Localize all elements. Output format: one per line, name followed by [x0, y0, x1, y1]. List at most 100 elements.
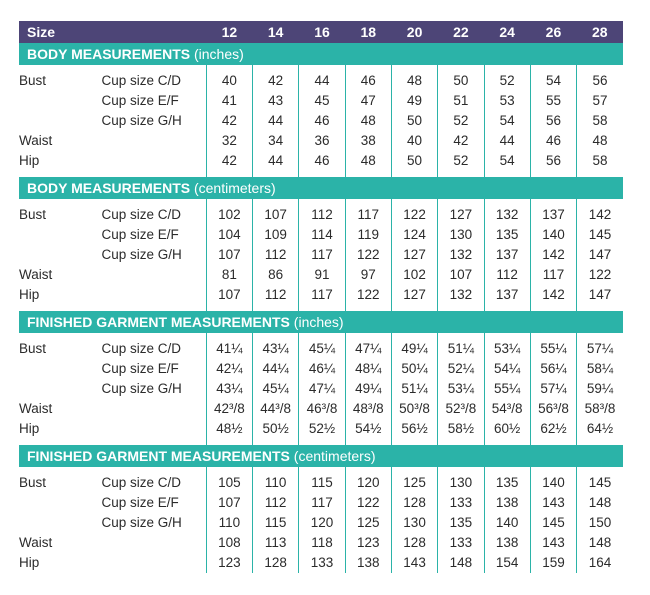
- cup-size-label: Cup size C/D: [101, 475, 182, 490]
- spacer-row: [19, 333, 623, 339]
- measurement-value: 143: [529, 493, 577, 513]
- measurement-value: 130: [437, 473, 485, 493]
- measurement-value: 46³/8: [298, 399, 346, 419]
- measurement-value: 108: [205, 533, 253, 553]
- cup-size-label: Cup size C/D: [101, 73, 182, 88]
- measurement-value: 44: [252, 111, 299, 131]
- section-title-unit: (inches): [293, 314, 344, 330]
- cup-size-label: Cup size G/H: [101, 113, 182, 128]
- measurement-value: 120: [298, 513, 346, 533]
- measurement-value: 48¼: [344, 359, 392, 379]
- measurement-value: 44: [252, 151, 299, 171]
- measurement-value: 57: [576, 91, 623, 111]
- measurement-value: 43¼: [252, 339, 299, 359]
- measurement-value: 122: [390, 205, 438, 225]
- measurement-value: 133: [298, 553, 346, 573]
- measurement-value: 107: [205, 493, 253, 513]
- measurement-value: 137: [483, 285, 531, 305]
- measurement-value: 102: [205, 205, 253, 225]
- measurement-row: Waist 42³/8 44³/8 46³/8 48³/8 50³/8 52³/8 54³/8…: [19, 399, 623, 419]
- spacer-row: [19, 199, 623, 205]
- section-title-unit: (centimeters): [293, 448, 376, 464]
- measurement-row: Cup size E/F 41 43 45 47 49 51 53 55 57: [19, 91, 623, 111]
- measurement-value: 127: [390, 285, 438, 305]
- measurement-value: 52: [437, 111, 485, 131]
- measurement-value: 143: [390, 553, 438, 573]
- cup-size-label: Cup size G/H: [101, 515, 182, 530]
- measurement-value: 58½: [437, 419, 485, 439]
- section-title: BODY MEASUREMENTS (centimeters): [19, 177, 623, 199]
- measurement-value: 112: [252, 245, 299, 265]
- measurement-value: 55: [529, 91, 577, 111]
- measurement-value: 119: [344, 225, 392, 245]
- measurement-value: 56: [529, 111, 577, 131]
- measurement-value: 86: [252, 265, 299, 285]
- measurement-value: 130: [390, 513, 438, 533]
- measurement-label: [19, 513, 102, 533]
- measurement-value: 45¼: [298, 339, 346, 359]
- measurement-value: 51¼: [390, 379, 438, 399]
- measurement-value: 47¼: [344, 339, 392, 359]
- measurement-value: 110: [252, 473, 299, 493]
- measurement-label: [19, 379, 102, 399]
- measurement-value: 46: [298, 111, 346, 131]
- measurement-row: Hip 107 112 117 122 127 132 137 142 147: [19, 285, 623, 305]
- section-title-row: FINISHED GARMENT MEASUREMENTS (centimete…: [19, 445, 623, 467]
- size-chart-table: Size 12 14 16 18 20 22 24 26 28 BODY MEASUREMENTS …: [19, 21, 623, 573]
- measurement-value: 122: [344, 493, 392, 513]
- measurement-value: 117: [298, 493, 346, 513]
- measurement-value: 58: [576, 111, 623, 131]
- measurement-row: Cup size E/F 42¼ 44¼ 46¼ 48¼ 50¼ 52¼ 54¼ 56¼ 58¼: [19, 359, 623, 379]
- section-title-row: BODY MEASUREMENTS (inches): [19, 43, 623, 65]
- measurement-value: 40: [205, 71, 253, 91]
- measurement-value: 138: [344, 553, 392, 573]
- size-header-row: Size 12 14 16 18 20 22 24 26 28: [19, 21, 623, 43]
- measurement-row: Waist 32 34 36 38 40 42 44 46 48: [19, 131, 623, 151]
- measurement-value: 128: [252, 553, 299, 573]
- measurement-row: Bust Cup size C/D 105 110 115 120 125 130 135 140…: [19, 473, 623, 493]
- section-title: BODY MEASUREMENTS (inches): [19, 43, 623, 65]
- measurement-value: 45: [298, 91, 346, 111]
- measurement-value: 48: [576, 131, 623, 151]
- size-column-header: 22: [437, 21, 485, 43]
- measurement-value: 48½: [205, 419, 253, 439]
- measurement-value: 50: [390, 151, 438, 171]
- measurement-value: 64½: [576, 419, 623, 439]
- measurement-value: 53: [483, 91, 531, 111]
- measurement-value: 48: [344, 151, 392, 171]
- measurement-value: 42³/8: [205, 399, 253, 419]
- measurement-value: 50½: [252, 419, 299, 439]
- spacer-row: [19, 439, 623, 445]
- measurement-value: 143: [529, 533, 577, 553]
- measurement-value: 124: [390, 225, 438, 245]
- measurement-value: 54: [483, 111, 531, 131]
- measurement-value: 105: [205, 473, 253, 493]
- measurement-value: 112: [252, 285, 299, 305]
- measurement-row: Cup size G/H 110 115 120 125 130 135 140 145 150: [19, 513, 623, 533]
- measurement-value: 56³/8: [529, 399, 577, 419]
- measurement-value: 147: [576, 245, 623, 265]
- measurement-value: 48³/8: [344, 399, 392, 419]
- spacer-row: [19, 305, 623, 311]
- cup-size-label: Cup size E/F: [101, 93, 179, 108]
- cup-size-label: Cup size C/D: [101, 341, 182, 356]
- measurement-value: 142: [576, 205, 623, 225]
- measurement-value: 43: [252, 91, 299, 111]
- spacer-row: [19, 171, 623, 177]
- measurement-value: 56½: [390, 419, 438, 439]
- measurement-label: Hip: [19, 153, 40, 168]
- measurement-value: 123: [205, 553, 253, 573]
- measurement-value: 117: [298, 245, 346, 265]
- measurement-value: 110: [205, 513, 253, 533]
- section-title-main: BODY MEASUREMENTS: [27, 180, 191, 196]
- measurement-value: 53¼: [437, 379, 485, 399]
- measurement-value: 132: [483, 205, 531, 225]
- measurement-value: 145: [576, 225, 623, 245]
- measurement-value: 107: [205, 245, 253, 265]
- measurement-value: 127: [390, 245, 438, 265]
- measurement-value: 109: [252, 225, 299, 245]
- measurement-value: 122: [344, 285, 392, 305]
- section-title: FINISHED GARMENT MEASUREMENTS (centimete…: [19, 445, 623, 467]
- size-column-header: 18: [345, 21, 392, 43]
